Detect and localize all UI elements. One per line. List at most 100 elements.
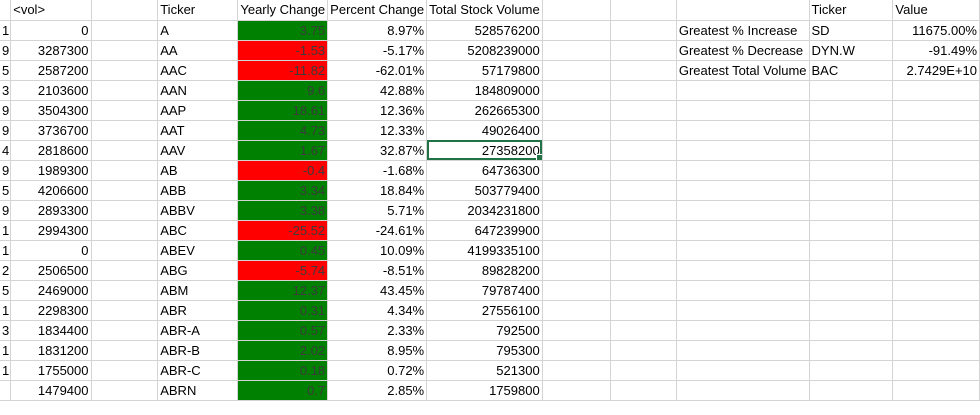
empty-cell[interactable] bbox=[542, 220, 611, 241]
empty-cell[interactable] bbox=[542, 260, 611, 281]
percent-change-cell[interactable]: -5.17% bbox=[327, 40, 428, 61]
empty-cell[interactable] bbox=[542, 280, 611, 301]
empty-cell[interactable] bbox=[809, 160, 894, 181]
percent-change-cell[interactable]: 18.84% bbox=[327, 180, 428, 201]
empty-cell[interactable] bbox=[610, 20, 677, 41]
empty-cell[interactable] bbox=[91, 280, 159, 301]
ticker-cell[interactable]: ABBV bbox=[157, 200, 239, 221]
empty-cell[interactable] bbox=[809, 260, 894, 281]
ticker-cell[interactable]: ABR bbox=[157, 300, 239, 321]
vol-cell[interactable]: 2893300 bbox=[10, 200, 92, 221]
empty-cell[interactable] bbox=[91, 300, 159, 321]
empty-cell[interactable] bbox=[610, 100, 677, 121]
percent-change-cell[interactable]: 10.09% bbox=[327, 240, 428, 261]
empty-cell[interactable] bbox=[676, 160, 810, 181]
empty-cell[interactable] bbox=[676, 0, 810, 21]
empty-cell[interactable] bbox=[542, 140, 611, 161]
header-percent-change[interactable]: Percent Change bbox=[327, 0, 428, 21]
yearly-change-cell[interactable]: 9.6 bbox=[237, 80, 329, 101]
empty-cell[interactable] bbox=[809, 200, 894, 221]
total-volume-cell[interactable]: 647239900 bbox=[426, 220, 543, 241]
percent-change-cell[interactable]: 0.72% bbox=[327, 360, 428, 381]
empty-cell[interactable] bbox=[676, 200, 810, 221]
total-volume-cell[interactable]: 79787400 bbox=[426, 280, 543, 301]
empty-cell[interactable] bbox=[542, 40, 611, 61]
empty-cell[interactable] bbox=[542, 300, 611, 321]
empty-cell[interactable] bbox=[892, 320, 980, 341]
empty-cell[interactable] bbox=[542, 60, 611, 81]
empty-cell[interactable] bbox=[610, 360, 677, 381]
empty-cell[interactable] bbox=[676, 280, 810, 301]
ticker-cell[interactable]: AAN bbox=[157, 80, 239, 101]
empty-cell[interactable] bbox=[610, 380, 677, 401]
empty-cell[interactable] bbox=[610, 200, 677, 221]
empty-cell[interactable] bbox=[91, 320, 159, 341]
empty-cell[interactable] bbox=[809, 220, 894, 241]
yearly-change-cell[interactable]: 3.38 bbox=[237, 200, 329, 221]
percent-change-cell[interactable]: 12.36% bbox=[327, 100, 428, 121]
vol-cell[interactable]: 1755000 bbox=[10, 360, 92, 381]
empty-cell[interactable] bbox=[91, 360, 159, 381]
empty-cell[interactable] bbox=[809, 120, 894, 141]
empty-cell[interactable] bbox=[91, 200, 159, 221]
vol-cell[interactable]: 2587200 bbox=[10, 60, 92, 81]
percent-change-cell[interactable]: -24.61% bbox=[327, 220, 428, 241]
empty-cell[interactable] bbox=[809, 380, 894, 401]
empty-cell[interactable] bbox=[542, 80, 611, 101]
yearly-change-cell[interactable]: -1.53 bbox=[237, 40, 329, 61]
empty-cell[interactable] bbox=[610, 180, 677, 201]
ticker-cell[interactable]: ABRN bbox=[157, 380, 239, 401]
vol-cell[interactable]: 3287300 bbox=[10, 40, 92, 61]
ticker-cell[interactable]: ABR-A bbox=[157, 320, 239, 341]
empty-cell[interactable] bbox=[91, 180, 159, 201]
empty-cell[interactable] bbox=[892, 360, 980, 381]
yearly-change-cell[interactable]: -0.4 bbox=[237, 160, 329, 181]
empty-cell[interactable] bbox=[676, 180, 810, 201]
vol-cell[interactable]: 3736700 bbox=[10, 120, 92, 141]
ticker-cell[interactable]: ABB bbox=[157, 180, 239, 201]
empty-cell[interactable] bbox=[676, 260, 810, 281]
empty-cell[interactable] bbox=[892, 240, 980, 261]
empty-cell[interactable] bbox=[676, 220, 810, 241]
empty-cell[interactable] bbox=[610, 280, 677, 301]
empty-cell[interactable] bbox=[676, 240, 810, 261]
empty-cell[interactable] bbox=[676, 360, 810, 381]
yearly-change-cell[interactable]: 0.31 bbox=[237, 300, 329, 321]
empty-cell[interactable] bbox=[892, 380, 980, 401]
empty-cell[interactable] bbox=[610, 120, 677, 141]
empty-cell[interactable] bbox=[676, 80, 810, 101]
empty-cell[interactable] bbox=[676, 320, 810, 341]
ticker-cell[interactable]: ABM bbox=[157, 280, 239, 301]
empty-cell[interactable] bbox=[809, 140, 894, 161]
empty-cell[interactable] bbox=[892, 280, 980, 301]
header-summary-value[interactable]: Value bbox=[892, 0, 980, 21]
empty-cell[interactable] bbox=[91, 160, 159, 181]
empty-cell[interactable] bbox=[91, 140, 159, 161]
summary-value-cell[interactable]: 2.7429E+10 bbox=[892, 60, 980, 81]
empty-cell[interactable] bbox=[809, 320, 894, 341]
header-summary-ticker[interactable]: Ticker bbox=[809, 0, 894, 21]
summary-ticker-cell[interactable]: BAC bbox=[809, 60, 894, 81]
empty-cell[interactable] bbox=[91, 80, 159, 101]
fill-handle[interactable] bbox=[535, 153, 542, 159]
total-volume-cell[interactable]: 4199335100 bbox=[426, 240, 543, 261]
vol-cell[interactable]: 2818600 bbox=[10, 140, 92, 161]
empty-cell[interactable] bbox=[892, 140, 980, 161]
empty-cell[interactable] bbox=[542, 120, 611, 141]
empty-cell[interactable] bbox=[542, 0, 611, 21]
percent-change-cell[interactable]: -1.68% bbox=[327, 160, 428, 181]
total-volume-cell[interactable]: 503779400 bbox=[426, 180, 543, 201]
empty-cell[interactable] bbox=[91, 240, 159, 261]
yearly-change-cell[interactable]: 1.67 bbox=[237, 140, 329, 161]
empty-cell[interactable] bbox=[542, 20, 611, 41]
vol-cell[interactable]: 1831200 bbox=[10, 340, 92, 361]
empty-cell[interactable] bbox=[892, 200, 980, 221]
header-total-stock-volume[interactable]: Total Stock Volume bbox=[426, 0, 543, 21]
empty-cell[interactable] bbox=[809, 180, 894, 201]
empty-cell[interactable] bbox=[610, 340, 677, 361]
empty-cell[interactable] bbox=[610, 80, 677, 101]
empty-cell[interactable] bbox=[91, 100, 159, 121]
yearly-change-cell[interactable]: 0.18 bbox=[237, 360, 329, 381]
percent-change-cell[interactable]: 42.88% bbox=[327, 80, 428, 101]
empty-cell[interactable] bbox=[892, 220, 980, 241]
